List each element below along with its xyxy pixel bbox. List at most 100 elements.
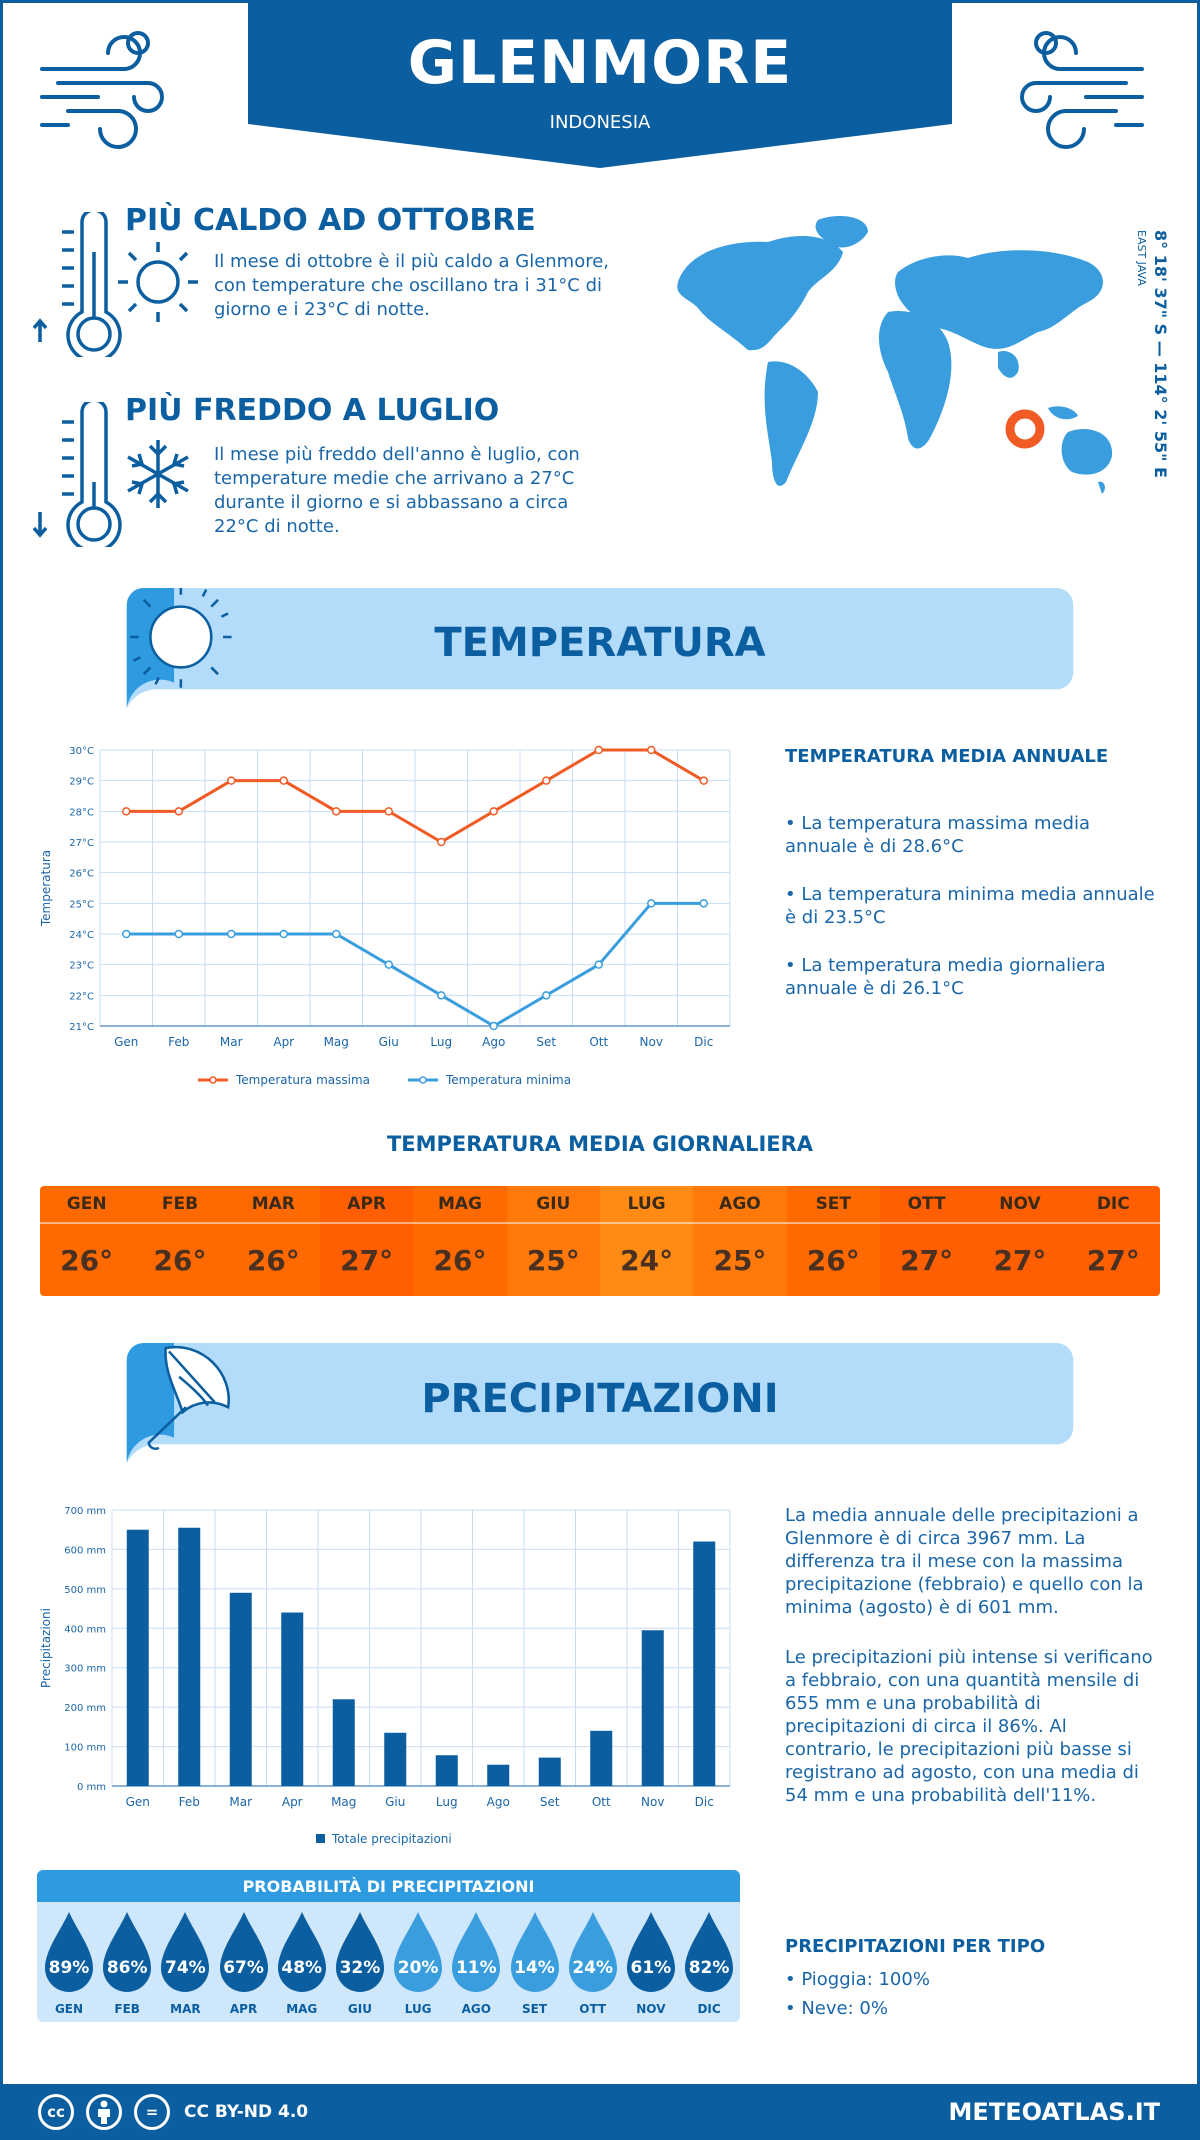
probability-value: 61% (630, 1958, 672, 1978)
raindrop-shape (45, 1912, 93, 1992)
coldest-month-title: PIÙ FREDDO A LUGLIO (125, 393, 500, 428)
raindrop-icon (568, 1912, 617, 1992)
footer: cc = CC BY-ND 4.0 METEOATLAS.IT (0, 2084, 1200, 2140)
y-tick-label: 28°C (69, 807, 94, 818)
probability-value: 48% (281, 1958, 323, 1978)
precipitation-section-title: PRECIPITAZIONI (421, 1376, 779, 1422)
probability-value: 32% (339, 1958, 381, 1978)
probability-value: 11% (455, 1958, 497, 1978)
bar (281, 1612, 304, 1786)
thermometer-cold-icon (32, 402, 189, 547)
x-tick-label: Feb (179, 1795, 200, 1809)
probability-value: 89% (48, 1958, 90, 1978)
daily-temp-value: 25° (526, 1243, 580, 1277)
bar (693, 1541, 716, 1786)
probability-drop: 86% FEB (98, 1910, 156, 2020)
site-link[interactable]: METEOATLAS.IT (948, 2098, 1160, 2126)
legend-label: Totale precipitazioni (331, 1832, 452, 1846)
daily-temp-value: 27° (1086, 1243, 1140, 1277)
probability-value: 82% (688, 1958, 730, 1978)
data-point (647, 745, 656, 755)
daily-temp-value: 27° (900, 1243, 954, 1277)
wind-icon-right (1020, 31, 1144, 149)
probability-drop: 11% AGO (447, 1910, 505, 2020)
data-point (594, 745, 603, 755)
hottest-month-text: Il mese di ottobre è il più caldo a Glen… (214, 251, 610, 320)
hottest-month-title: PIÙ CALDO AD OTTOBRE (125, 203, 536, 238)
x-tick-label: Ott (592, 1795, 611, 1809)
temperature-section-title: TEMPERATURA (434, 620, 766, 666)
legend-label: Temperatura massima (235, 1073, 370, 1087)
daily-month-label: MAG (413, 1186, 507, 1224)
person-icon (98, 2100, 110, 2124)
y-tick-label: 25°C (69, 899, 94, 910)
x-tick-label: Ott (589, 1035, 608, 1049)
daily-temp-column: MAR 26° (226, 1186, 320, 1296)
probability-month: GEN (54, 2002, 84, 2016)
daily-temp-value: 26° (433, 1243, 487, 1277)
x-tick-label: Ago (482, 1035, 505, 1049)
data-point (174, 807, 183, 816)
y-tick-label: 500 mm (64, 1585, 106, 1596)
y-tick-label: 22°C (69, 991, 94, 1002)
daily-temp-column: FEB 26° (133, 1186, 227, 1296)
probability-drop: 32% GIU (331, 1910, 389, 2020)
data-point (647, 899, 656, 908)
daily-temp-column: GIU 25° (506, 1186, 600, 1296)
probability-drop: 89% GEN (40, 1910, 98, 2020)
daily-temp-column: DIC 27° (1066, 1186, 1160, 1296)
precip-snow: • Neve: 0% (785, 1998, 888, 2019)
precip-type-title: PRECIPITAZIONI PER TIPO (785, 1936, 1046, 1957)
y-tick-label: 26°C (69, 869, 94, 880)
probability-month: GIU (347, 2002, 372, 2016)
daily-temp-column: AGO 25° (693, 1186, 787, 1296)
probability-month: AGO (461, 2002, 491, 2016)
daily-temp-value: 26° (153, 1243, 207, 1277)
cc-icon: cc (38, 2094, 74, 2130)
probability-drop: 67% APR (215, 1910, 273, 2020)
precip-detail: Le precipitazioni più intense si verific… (785, 1647, 1153, 1806)
probability-drop: 61% NOV (622, 1910, 680, 2020)
raindrop-icon (394, 1912, 443, 1992)
bar (590, 1730, 613, 1786)
y-tick-label: 600 mm (64, 1545, 106, 1556)
x-tick-label: Gen (114, 1035, 138, 1049)
probability-value: 86% (106, 1958, 148, 1978)
temperature-chart: 21°C 22°C 23°C 24°C 25°C 26°C 27°C 28°C 29°C 30°C… (39, 745, 731, 1087)
x-tick-label: Mag (324, 1035, 349, 1049)
data-point (489, 807, 498, 816)
x-tick-label: Gen (126, 1795, 150, 1809)
annual-max-temp: • La temperatura massima media annuale è… (785, 813, 1091, 857)
x-tick-label: Lug (430, 1035, 452, 1049)
probability-month: SET (521, 2002, 548, 2016)
precip-probability-box: PROBABILITÀ DI PRECIPITAZIONI 89% GEN 86% F… (37, 1870, 740, 2022)
x-tick-label: Ago (487, 1795, 510, 1809)
raindrop-shape (685, 1912, 734, 1992)
x-tick-label: Mag (331, 1795, 356, 1809)
city-title: GLENMORE (407, 28, 793, 98)
x-tick-label: Mar (220, 1035, 243, 1049)
probability-month: MAG (286, 2002, 318, 2016)
daily-temp-column: MAG 26° (413, 1186, 507, 1296)
daily-temp-value: 24° (620, 1243, 674, 1277)
probability-month: FEB (114, 2002, 140, 2016)
coldest-month-text: Il mese più freddo dell'anno è luglio, c… (214, 444, 580, 537)
y-tick-label: 21°C (69, 1022, 94, 1033)
y-tick-label: 0 mm (77, 1782, 106, 1793)
data-point (174, 929, 183, 939)
x-tick-label: Dic (694, 1035, 713, 1049)
bar (487, 1764, 510, 1786)
daily-month-label: FEB (133, 1186, 227, 1224)
daily-month-label: NOV (973, 1186, 1067, 1224)
coordinates-text: 8° 18' 37" S — 114° 2' 55" E (1151, 230, 1170, 478)
raindrop-icon (161, 1912, 210, 1992)
data-point (384, 960, 393, 969)
data-point (122, 929, 131, 939)
y-tick-label: 30°C (69, 746, 94, 757)
legend-marker (419, 1076, 427, 1084)
y-tick-label: 100 mm (64, 1743, 106, 1754)
raindrop-shape (568, 1912, 617, 1992)
raindrop-icon (335, 1912, 384, 1992)
x-tick-label: Lug (436, 1795, 458, 1809)
bar (538, 1757, 561, 1786)
